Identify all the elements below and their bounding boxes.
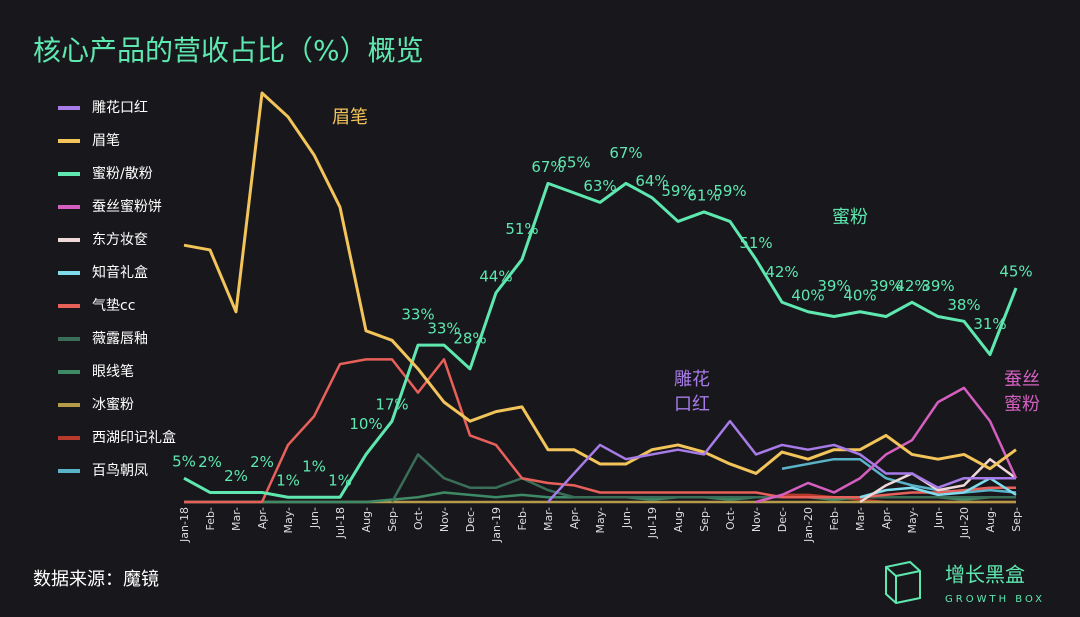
annotation: 蜜粉 (1004, 394, 1040, 415)
x-tick-label: May- (282, 507, 295, 534)
x-tick-label: Apr- (880, 507, 893, 529)
x-tick-label: Feb- (516, 507, 529, 530)
legend-label: 知音礼盒 (92, 264, 148, 281)
x-tick-label: Jun- (932, 507, 945, 529)
series-line (390, 453, 1016, 503)
data-label: 1% (302, 458, 326, 476)
x-tick-label: Feb- (828, 507, 841, 530)
series-line (547, 419, 1016, 503)
x-tick-label: Dec- (776, 507, 789, 532)
series-line (183, 181, 1018, 499)
data-label: 39% (817, 277, 850, 295)
data-label: 33% (427, 320, 460, 338)
annotation: 眉笔 (332, 107, 368, 128)
data-label: 51% (739, 234, 772, 252)
data-label: 40% (791, 286, 824, 304)
legend-label: 百鸟朝凤 (92, 463, 148, 479)
x-tick-label: Jan-18 (178, 507, 191, 543)
x-tick-label: Nov- (438, 507, 451, 532)
legend-label: 气垫cc (92, 298, 135, 314)
logo-sub: GROWTH BOX (945, 594, 1045, 605)
series-line (781, 457, 1017, 494)
annotation: 口红 (674, 394, 710, 415)
data-label: 39% (921, 277, 954, 295)
x-tick-label: Aug- (984, 507, 997, 532)
x-tick-label: Jan-20 (802, 507, 815, 543)
legend-label: 蚕丝蜜粉饼 (92, 199, 162, 215)
x-tick-label: Mar- (854, 507, 867, 531)
series-line (184, 358, 1016, 504)
data-label: 2% (198, 453, 222, 471)
data-label: 2% (224, 467, 248, 485)
x-tick-label: Aug- (672, 507, 685, 532)
data-label: 44% (479, 267, 512, 285)
data-label: 31% (973, 315, 1006, 333)
legend-label: 西湖印记礼盒 (92, 429, 176, 446)
x-tick-label: Aug- (360, 507, 373, 532)
data-label: 65% (557, 153, 590, 171)
logo-icon (885, 560, 921, 605)
x-tick-label: Jan-19 (490, 507, 503, 543)
data-label: 10% (349, 415, 382, 433)
x-tick-label: Oct- (412, 507, 425, 530)
data-label: 38% (947, 296, 980, 314)
x-tick-label: Apr- (568, 507, 581, 529)
data-label: 40% (843, 286, 876, 304)
x-tick-label: Jul-20 (958, 507, 971, 539)
x-tick-label: Jul-19 (646, 507, 659, 539)
data-label: 2% (250, 453, 274, 471)
data-label: 42% (765, 263, 798, 281)
x-tick-label: Mar- (542, 507, 555, 531)
x-tick-label: Feb- (204, 507, 217, 530)
data-label: 59% (661, 182, 694, 200)
legend-label: 眼线笔 (92, 364, 134, 380)
x-tick-label: Mar- (230, 507, 243, 531)
source: 数据来源：魔镜 (33, 569, 159, 590)
data-label: 64% (635, 172, 668, 190)
data-label: 59% (713, 182, 746, 200)
data-label: 1% (276, 472, 300, 490)
data-label: 67% (609, 144, 642, 162)
data-label: 1% (328, 472, 352, 490)
legend-label: 薇露唇釉 (92, 331, 148, 347)
x-tick-label: Jun- (620, 507, 633, 529)
data-label: 28% (453, 329, 486, 347)
series-line (755, 386, 1018, 504)
x-tick-label: Sep- (698, 507, 711, 532)
x-tick-label: Jul-18 (334, 507, 347, 539)
annotation: 蜜粉 (832, 207, 868, 228)
x-tick-label: May- (594, 507, 607, 534)
legend-label: 雕花口红 (92, 100, 148, 116)
legend-label: 眉笔 (92, 133, 120, 149)
annotation: 蚕丝 (1004, 369, 1040, 390)
legend-label: 冰蜜粉 (92, 397, 134, 413)
series-line (859, 457, 1017, 504)
x-tick-label: Jun- (308, 507, 321, 529)
x-tick-label: May- (906, 507, 919, 534)
x-tick-label: Sep- (386, 507, 399, 532)
legend-label: 东方妆奁 (92, 232, 148, 248)
x-tick-label: Apr- (256, 507, 269, 529)
data-label: 67% (531, 158, 564, 176)
chart-title: 核心产品的营收占比（%）概览 (33, 34, 424, 67)
data-label: 39% (869, 277, 902, 295)
data-label: 33% (401, 306, 434, 324)
data-label: 51% (505, 220, 538, 238)
x-tick-label: Oct- (724, 507, 737, 530)
logo-name: 增长黑盒 (945, 563, 1025, 587)
legend-label: 蜜粉/散粉 (92, 166, 153, 182)
data-label: 42% (895, 277, 928, 295)
series-line (183, 91, 1017, 475)
annotation: 雕花 (674, 369, 710, 390)
x-tick-label: Sep- (1010, 507, 1023, 532)
data-label: 17% (375, 396, 408, 414)
data-label: 63% (583, 177, 616, 195)
x-tick-label: Nov- (750, 507, 763, 532)
data-label: 45% (999, 263, 1032, 281)
x-tick-label: Dec- (464, 507, 477, 532)
data-label: 61% (687, 186, 720, 204)
data-label: 5% (172, 453, 196, 471)
logo: 增长黑盒 GROWTH BOX (885, 560, 1045, 605)
